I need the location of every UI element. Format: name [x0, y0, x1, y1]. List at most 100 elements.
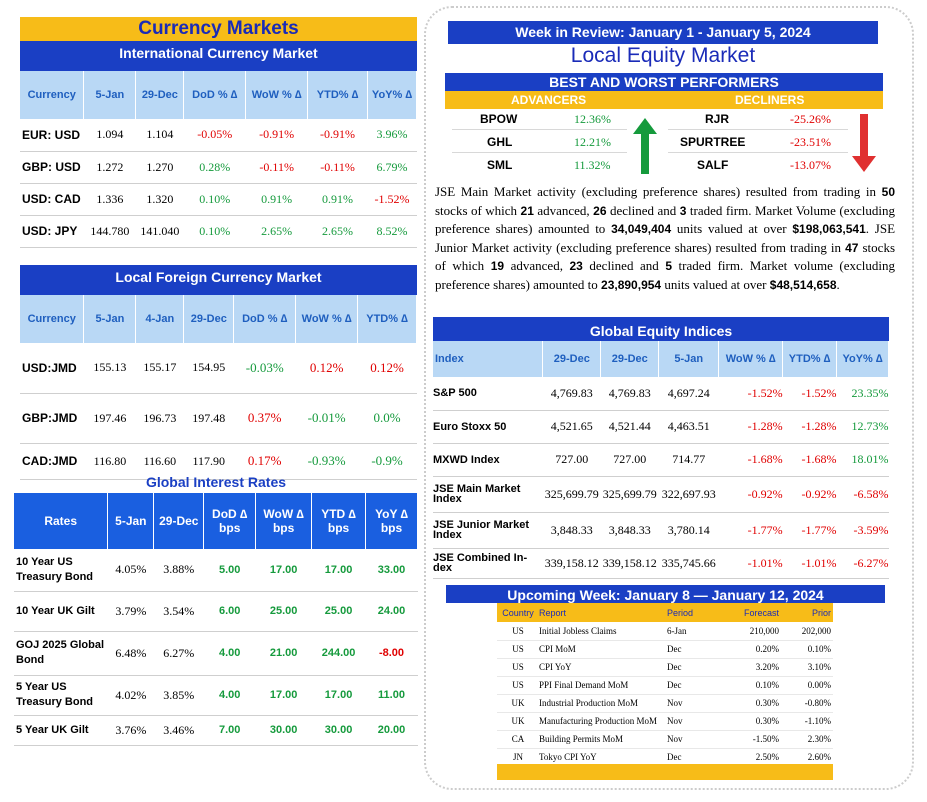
- cell: Dec: [667, 676, 713, 695]
- table-row: GBP:JMD 197.46 196.73 197.48 0.37% -0.01…: [20, 393, 417, 444]
- row-label: EUR: USD: [20, 119, 84, 152]
- cell: Dec: [667, 640, 713, 659]
- cell: Dec: [667, 658, 713, 677]
- decliners-label: DECLINERS: [735, 93, 805, 107]
- col-header: YTD% ∆: [782, 341, 838, 377]
- cell: -0.9%: [357, 443, 417, 480]
- cell: Industrial Production MoM: [539, 694, 667, 713]
- col-header: 29-Dec: [135, 71, 185, 119]
- cell: 244.00: [311, 631, 366, 676]
- cell: UK: [497, 712, 539, 731]
- advancers-decliners-bar: ADVANCERS DECLINERS: [445, 91, 883, 109]
- row-label: S&P 500: [433, 377, 543, 411]
- cell: 17.00: [311, 549, 366, 592]
- cell: 0.10%: [783, 640, 833, 659]
- cell: 0.0%: [357, 393, 417, 444]
- cell: Building Permits MoM: [539, 730, 667, 749]
- cell: 3,848.33: [600, 512, 659, 549]
- table-row: EUR: USD 1.094 1.104 -0.05% -0.91% -0.91…: [20, 119, 417, 152]
- cell: 4.00: [203, 631, 256, 676]
- divider: [668, 152, 848, 153]
- row-label: USD:JMD: [20, 343, 84, 394]
- cell: 7.00: [203, 715, 256, 746]
- review-panel-border: [424, 6, 914, 790]
- table-row: USD: CAD 1.336 1.320 0.10% 0.91% 0.91% -…: [20, 183, 417, 216]
- cell: -1.28%: [718, 410, 783, 444]
- col-header: WoW % ∆: [295, 295, 359, 343]
- col-header: Currency: [20, 295, 85, 343]
- col-header: YoY% ∆: [367, 71, 417, 119]
- col-header: YoY% ∆: [836, 341, 889, 377]
- advancer-ticker: SML: [487, 158, 513, 172]
- cell: 30.00: [311, 715, 366, 746]
- upcoming-footer-bar: [497, 764, 833, 780]
- row-label: 10 Year UK Gilt: [14, 591, 108, 632]
- row-label: USD: CAD: [20, 183, 84, 216]
- cell: 3.79%: [107, 591, 154, 632]
- cell: 11.00: [365, 675, 418, 716]
- cell: UK: [497, 694, 539, 713]
- cell: 197.46: [83, 393, 136, 444]
- currency-markets-title: Currency Markets: [20, 17, 417, 41]
- cell: -1.77%: [718, 512, 783, 549]
- table-row: GOJ 2025 Global Bond 6.48% 6.27% 4.00 21…: [14, 631, 418, 676]
- interest-rates-table: Rates 5-Jan 29-Dec DoD ∆ bps WoW ∆ bps Y…: [14, 493, 418, 746]
- cell: -1.77%: [782, 512, 837, 549]
- advancer-ticker: GHL: [487, 135, 513, 149]
- cell: 25.00: [255, 591, 312, 632]
- decliner-pct: -25.26%: [790, 112, 831, 126]
- cell: 196.73: [135, 393, 184, 444]
- cell: -0.92%: [718, 476, 783, 513]
- row-label: JSE Main Market Index: [433, 476, 543, 513]
- table-row: USD: JPY 144.780 141.040 0.10% 2.65% 2.6…: [20, 215, 417, 248]
- col-header: WoW % ∆: [245, 71, 309, 119]
- cell: 1.094: [83, 119, 136, 152]
- col-header: DoD % ∆: [183, 71, 247, 119]
- decliner-ticker: SALF: [697, 158, 729, 172]
- cell: -1.52%: [367, 183, 417, 216]
- cell: -0.91%: [307, 119, 368, 152]
- cell: -0.80%: [783, 694, 833, 713]
- cell: 2.30%: [783, 730, 833, 749]
- table-row: JSE Combined In-dex 339,158.12 339,158.1…: [433, 548, 889, 579]
- cell: Nov: [667, 712, 713, 731]
- upcoming-week-table: Country Report Period Forecast Prior US …: [497, 603, 833, 767]
- col-header: 4-Jan: [135, 295, 185, 343]
- cell: 325,699.79: [542, 476, 601, 513]
- row-label: JSE Combined In-dex: [433, 548, 543, 579]
- cell: 197.48: [183, 393, 234, 444]
- table-row: US CPI YoY Dec 3.20% 3.10%: [497, 658, 833, 677]
- down-arrow-icon: [852, 114, 876, 172]
- cell: 210,000: [713, 622, 783, 641]
- cell: 116.80: [83, 443, 136, 480]
- cell: 144.780: [83, 215, 136, 248]
- col-header: YTD% ∆: [307, 71, 368, 119]
- table-row: UK Industrial Production MoM Nov 0.30% -…: [497, 694, 833, 713]
- col-header: Period: [667, 603, 713, 622]
- cell: -6.27%: [836, 548, 889, 579]
- cell: 4.05%: [107, 549, 154, 592]
- cell: 2.65%: [307, 215, 368, 248]
- table-row: Euro Stoxx 50 4,521.65 4,521.44 4,463.51…: [433, 410, 889, 444]
- cell: Manufacturing Production MoM: [539, 712, 667, 731]
- table-row: US CPI MoM Dec 0.20% 0.10%: [497, 640, 833, 659]
- cell: 30.00: [255, 715, 312, 746]
- table-row: GBP: USD 1.272 1.270 0.28% -0.11% -0.11%…: [20, 151, 417, 184]
- cell: -0.05%: [183, 119, 246, 152]
- cell: 3.46%: [153, 715, 204, 746]
- row-label: 5 Year US Treasury Bond: [14, 675, 108, 716]
- cell: 4.00: [203, 675, 256, 716]
- cell: Nov: [667, 730, 713, 749]
- cell: -1.68%: [782, 443, 837, 477]
- week-in-review-title: Week in Review: January 1 - January 5, 2…: [448, 21, 878, 44]
- table-row: S&P 500 4,769.83 4,769.83 4,697.24 -1.52…: [433, 377, 889, 411]
- cell: 1.104: [135, 119, 184, 152]
- decliner-pct: -23.51%: [790, 135, 831, 149]
- divider: [452, 129, 627, 130]
- cell: -6.58%: [836, 476, 889, 513]
- cell: 3.85%: [153, 675, 204, 716]
- local-equity-title: Local Equity Market: [570, 44, 756, 67]
- cell: 154.95: [183, 343, 234, 394]
- row-label: 10 Year US Treasury Bond: [14, 549, 108, 592]
- col-header: Prior: [783, 603, 833, 622]
